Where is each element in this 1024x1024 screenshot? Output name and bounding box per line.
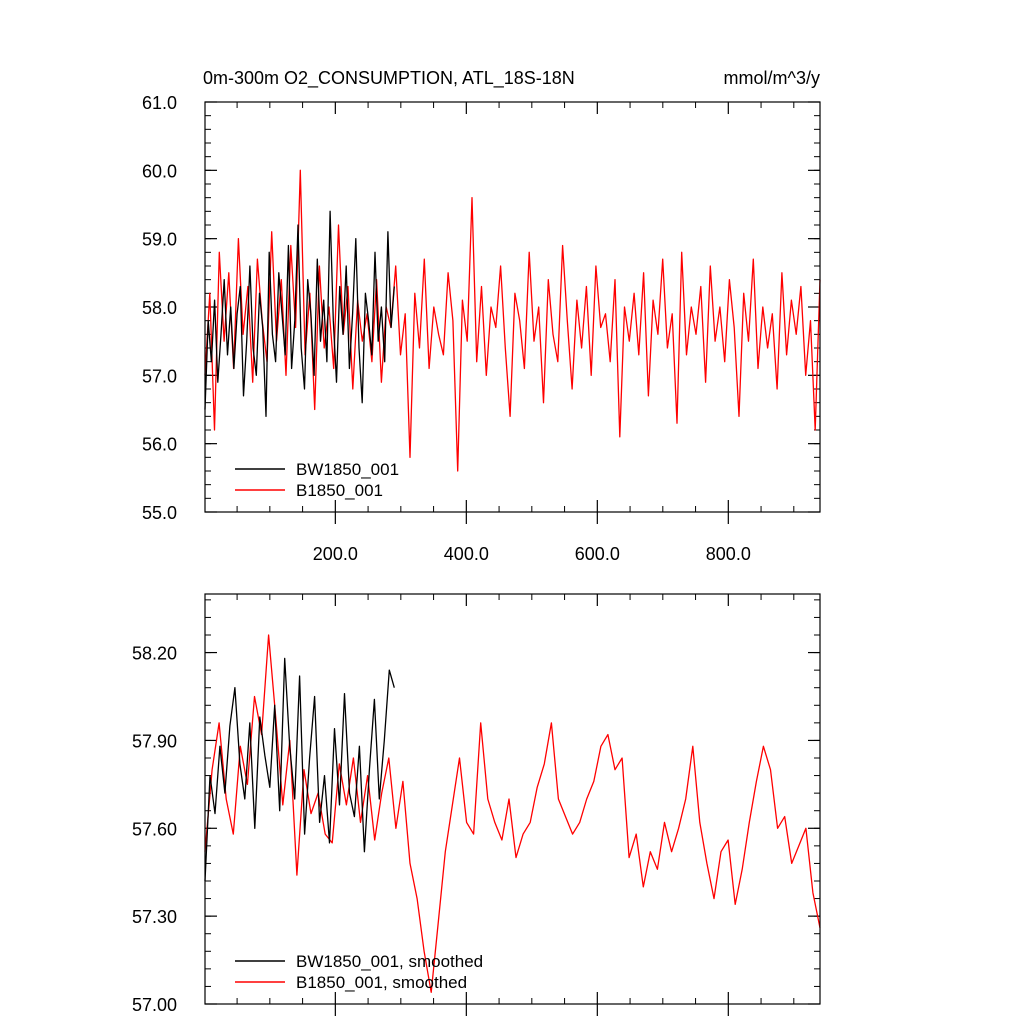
bottom-legend-label-0: BW1850_001, smoothed	[296, 952, 483, 971]
top-ytick-label-5: 60.0	[142, 161, 177, 181]
top-ytick-label-6: 61.0	[142, 93, 177, 113]
top-ytick-label-2: 57.0	[142, 366, 177, 386]
bottom-ytick-label-2: 57.60	[132, 819, 177, 839]
bottom-series-line-0	[204, 657, 395, 882]
bottom-ytick-label-1: 57.30	[132, 907, 177, 927]
bottom-ytick-label-0: 57.00	[132, 995, 177, 1015]
bottom-ytick-label-4: 58.20	[132, 644, 177, 664]
bottom-ytick-label-3: 57.90	[132, 731, 177, 751]
top-xtick-label-2: 600.0	[575, 544, 620, 564]
top-series-line-0	[204, 210, 395, 417]
panel-top: 0m-300m O2_CONSUMPTION, ATL_18S-18N mmol…	[142, 68, 821, 564]
bottom-legend: BW1850_001, smoothed B1850_001, smoothed	[235, 952, 483, 992]
chart-units: mmol/m^3/y	[724, 68, 820, 88]
bottom-series	[204, 634, 821, 993]
bottom-plot-frame	[204, 593, 821, 1005]
top-xtick-label-3: 800.0	[706, 544, 751, 564]
bottom-legend-label-1: B1850_001, smoothed	[296, 973, 467, 992]
top-legend: BW1850_001 B1850_001	[235, 460, 399, 500]
top-series-line-1	[204, 169, 821, 472]
top-ytick-label-4: 59.0	[142, 230, 177, 250]
top-plot-frame	[204, 101, 821, 513]
top-ytick-label-3: 58.0	[142, 298, 177, 318]
top-xtick-label-0: 200.0	[313, 544, 358, 564]
top-ytick-label-1: 56.0	[142, 435, 177, 455]
bottom-series-line-1	[204, 634, 821, 993]
top-series	[204, 169, 821, 472]
top-legend-label-0: BW1850_001	[296, 460, 399, 479]
top-ytick-label-0: 55.0	[142, 503, 177, 523]
top-legend-label-1: B1850_001	[296, 481, 383, 500]
top-xtick-label-1: 400.0	[444, 544, 489, 564]
chart-title: 0m-300m O2_CONSUMPTION, ATL_18S-18N	[203, 68, 575, 89]
panel-bottom: 57.00 57.30 57.60 57.90 58.20 BW1850_001, sm…	[132, 593, 821, 1016]
